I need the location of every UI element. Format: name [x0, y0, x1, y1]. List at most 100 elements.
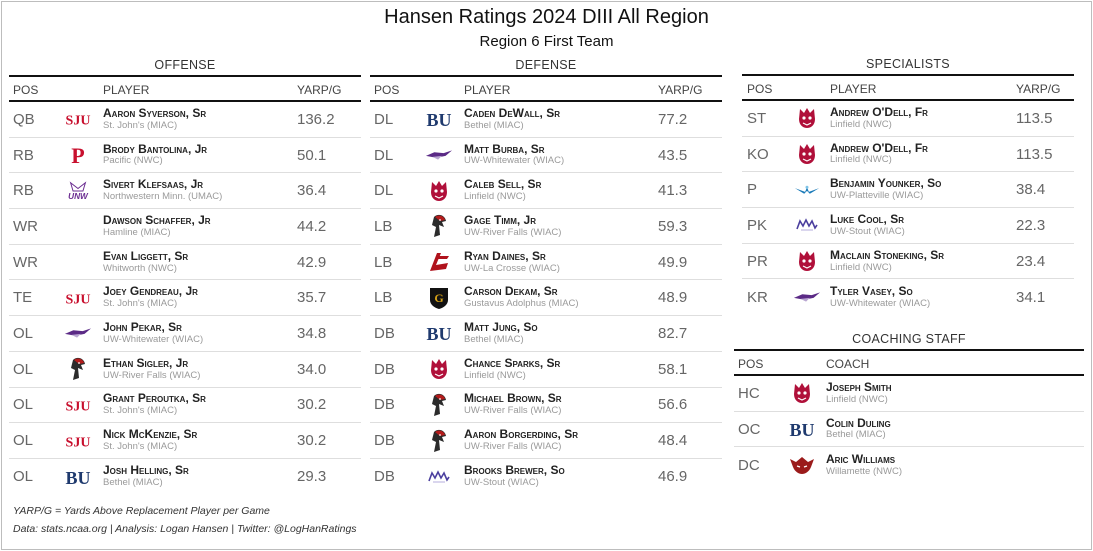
row-value: 36.4 — [297, 182, 327, 200]
player-name: Sivert Klefsaas, Jr — [103, 177, 204, 192]
row-pos: LB — [374, 217, 393, 235]
table-row: DB Michael Brown, Sr UW-River Falls (WIAC)… — [370, 388, 722, 424]
offense-section: OFFENSE POS PLAYER YARP/G QB SJU Aaron Syv… — [9, 55, 361, 495]
table-row: DC Aric Williams Willamette (NWC) — [734, 447, 1084, 483]
table-row: ST Andrew O'Dell, Fr Linfield (NWC) 113.5 — [742, 101, 1074, 137]
player-team: Linfield (NWC) — [830, 154, 892, 166]
row-player: Maclain Stoneking, Sr Linfield (NWC) — [830, 248, 1016, 274]
row-value: 136.2 — [297, 110, 335, 128]
row-player: Matt Burba, Sr UW-Whitewater (WIAC) — [464, 142, 658, 168]
sju-logo-icon: SJU — [64, 429, 92, 453]
specialists-header: POS PLAYER YARP/G — [742, 74, 1074, 101]
team-logo-icon: G — [414, 286, 464, 310]
row-player: Joseph Smith Linfield (NWC) — [826, 380, 1084, 406]
row-player: Aaron Borgerding, Sr UW-River Falls (WIAC… — [464, 427, 658, 453]
row-pos: PK — [747, 216, 768, 234]
row-value: 113.5 — [1016, 109, 1053, 127]
row-pos: HC — [738, 384, 760, 402]
player-team: Hamline (MIAC) — [103, 226, 171, 238]
row-value: 43.5 — [658, 146, 688, 164]
player-name: Grant Peroutka, Sr — [103, 391, 206, 406]
row-player: Tyler Vasey, So UW-Whitewater (WIAC) — [830, 284, 1016, 310]
table-row: LB Gage Timm, Jr UW-River Falls (WIAC) 59.3 — [370, 209, 722, 245]
row-player: Evan Liggett, Sr Whitworth (NWC) — [103, 249, 297, 275]
row-pos: DL — [374, 146, 394, 164]
row-pos: LB — [374, 253, 393, 271]
svg-text:SJU: SJU — [66, 292, 91, 307]
player-name: Brooks Brewer, So — [464, 463, 565, 478]
player-team: UW-River Falls (WIAC) — [103, 369, 201, 381]
team-logo-icon — [53, 214, 103, 238]
row-pos: OC — [738, 420, 761, 438]
row-value: 34.1 — [1016, 288, 1046, 306]
player-team: Bethel (MIAC) — [103, 477, 163, 489]
player-name: Benjamin Younker, So — [830, 176, 942, 191]
team-logo-icon — [53, 357, 103, 381]
svg-text:P: P — [71, 144, 84, 166]
row-value: 59.3 — [658, 217, 688, 235]
row-value: 48.9 — [658, 289, 688, 307]
player-name: Ryan Daines, Sr — [464, 248, 546, 263]
riverfalls-logo-icon — [425, 214, 453, 238]
row-value: 35.7 — [297, 289, 327, 307]
pacific-logo-icon: P — [64, 143, 92, 167]
table-row: RB P Brody Bantolina, Jr Pacific (NWC) 50.1 — [9, 138, 361, 174]
page-title: Hansen Ratings 2024 DIII All Region — [384, 6, 709, 28]
linfield-logo-icon — [788, 381, 816, 405]
row-value: 29.3 — [297, 468, 327, 486]
table-row: HC Joseph Smith Linfield (NWC) — [734, 376, 1084, 412]
player-team: St. John's (MIAC) — [103, 405, 178, 417]
table-row: QB SJU Aaron Syverson, Sr St. John's (MIAC)… — [9, 102, 361, 138]
row-player: Brooks Brewer, So UW-Stout (WIAC) — [464, 464, 658, 489]
row-value: 48.4 — [658, 432, 688, 450]
player-team: Gustavus Adolphus (MIAC) — [464, 298, 579, 310]
player-name: Carson Dekam, Sr — [464, 284, 558, 299]
row-pos: OL — [13, 432, 34, 450]
player-name: Nick McKenzie, Sr — [103, 427, 198, 442]
table-row: DL BU Caden DeWall, Sr Bethel (MIAC) 77.2 — [370, 102, 722, 138]
player-name: Aric Williams — [826, 451, 896, 466]
row-pos: OL — [13, 396, 34, 414]
linfield-logo-icon — [425, 179, 453, 203]
credits: Data: stats.ncaa.org | Analysis: Logan H… — [13, 523, 357, 535]
row-pos: PR — [747, 252, 768, 270]
table-row: DL Caleb Sell, Sr Linfield (NWC) 41.3 — [370, 173, 722, 210]
team-logo-icon — [53, 250, 103, 274]
player-team: Bethel (MIAC) — [826, 429, 886, 441]
footnote: YARP/G = Yards Above Replacement Player … — [13, 505, 270, 517]
team-logo-icon: BU — [414, 321, 464, 345]
team-logo-icon — [784, 142, 830, 166]
stout-logo-icon — [425, 465, 453, 489]
table-row: LB G Carson Dekam, Sr Gustavus Adolphus (MI… — [370, 280, 722, 317]
specialists-rows: ST Andrew O'Dell, Fr Linfield (NWC) 113.5 KO… — [742, 101, 1074, 315]
table-row: PK Luke Cool, Sr UW-Stout (WIAC) 22.3 — [742, 208, 1074, 244]
table-row: DL Matt Burba, Sr UW-Whitewater (WIAC) 43.5 — [370, 138, 722, 174]
table-row: P Benjamin Younker, So UW-Platteville (WIA… — [742, 172, 1074, 209]
page-subtitle: Region 6 First Team — [479, 33, 614, 50]
row-value: 46.9 — [658, 468, 688, 486]
player-name: Michael Brown, Sr — [464, 391, 562, 406]
team-logo-icon — [784, 106, 830, 130]
header-value: YARP/G — [658, 83, 703, 97]
whitewater-logo-icon — [793, 285, 821, 309]
row-player: Chance Sparks, Sr Linfield (NWC) — [464, 356, 658, 382]
header-player: PLAYER — [464, 83, 511, 97]
riverfalls-logo-icon — [425, 393, 453, 417]
header-coach: COACH — [826, 357, 870, 371]
row-pos: DB — [374, 432, 395, 450]
row-value: 50.1 — [297, 146, 327, 164]
player-name: Andrew O'Dell, Fr — [830, 104, 928, 119]
linfield-logo-icon — [793, 142, 821, 166]
offense-rows: QB SJU Aaron Syverson, Sr St. John's (MIAC)… — [9, 102, 361, 495]
hamline-logo-icon — [64, 214, 92, 238]
row-player: Aric Williams Willamette (NWC) — [826, 451, 1084, 478]
player-name: Caleb Sell, Sr — [464, 177, 542, 192]
row-pos: P — [747, 181, 758, 199]
team-logo-icon — [414, 250, 464, 274]
player-team: St. John's (MIAC) — [103, 119, 178, 131]
player-team: St. John's (MIAC) — [103, 298, 178, 310]
team-logo-icon: SJU — [53, 286, 103, 310]
row-pos: DL — [374, 182, 394, 200]
header-pos: POS — [738, 357, 764, 371]
